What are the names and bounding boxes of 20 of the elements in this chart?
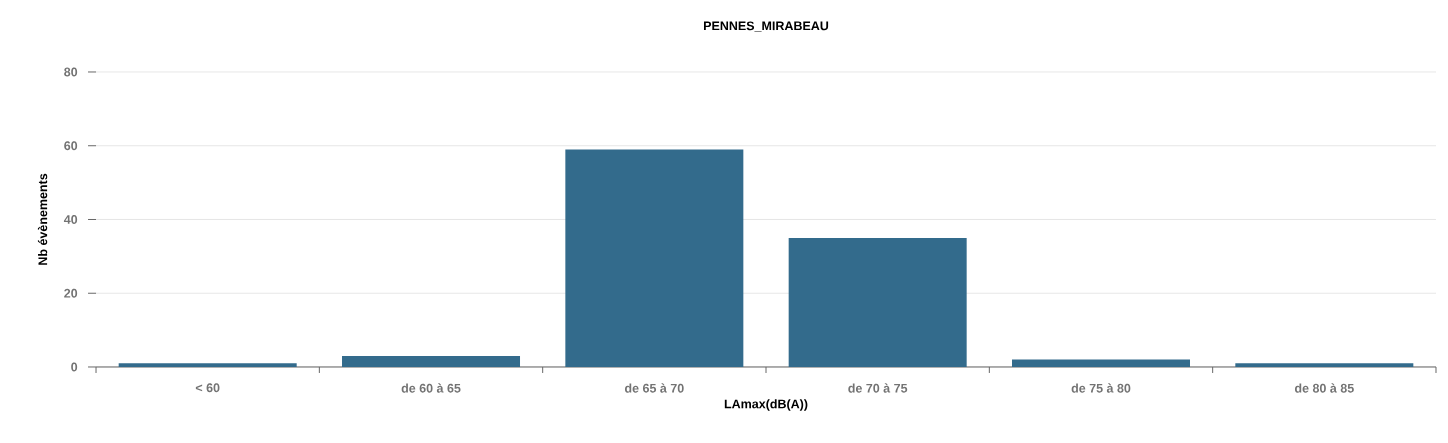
bar <box>1235 363 1414 367</box>
bar <box>1012 359 1190 367</box>
y-tick-label: 80 <box>64 67 78 77</box>
bar <box>118 363 297 367</box>
bar <box>788 237 967 367</box>
chart-title: PENNES_MIRABEAU <box>703 21 829 32</box>
x-tick-label: de 60 à 65 <box>401 383 461 393</box>
x-tick-label: de 75 à 80 <box>1071 383 1131 393</box>
y-axis-title: Nb évènements <box>37 173 48 265</box>
x-tick-label: de 65 à 70 <box>624 383 684 393</box>
x-tick-label: < 60 <box>195 383 220 393</box>
x-tick-label: de 80 à 85 <box>1294 383 1354 393</box>
bar <box>565 149 744 367</box>
y-tick-label: 40 <box>63 215 78 224</box>
x-tick-label: de 70 à 75 <box>848 383 908 393</box>
bar <box>342 355 521 367</box>
y-tick-label: 20 <box>64 288 78 298</box>
y-tick-label: 0 <box>71 362 78 372</box>
y-tick-label: 60 <box>64 141 78 151</box>
x-axis-title: LAmax(dB(A)) <box>724 399 808 411</box>
